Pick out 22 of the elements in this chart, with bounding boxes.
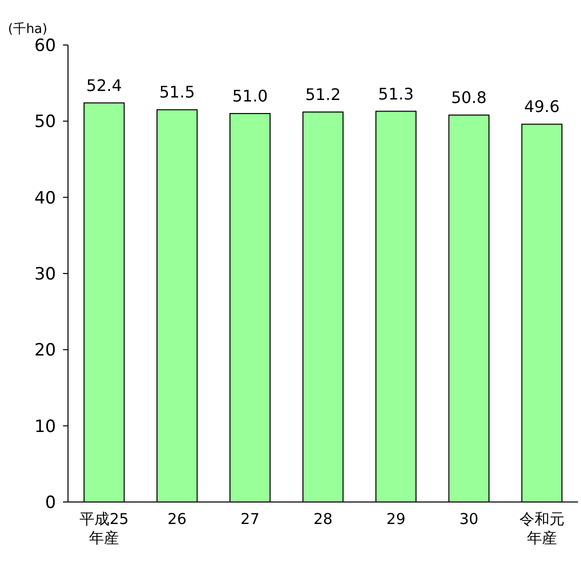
y-tick-label: 50: [34, 112, 56, 132]
y-axis-title: (千ha): [8, 22, 48, 37]
data-label: 52.4: [86, 76, 122, 95]
y-tick-label: 10: [34, 416, 56, 437]
x-tick-label: 26: [168, 510, 187, 528]
data-label: 49.6: [524, 97, 560, 116]
y-tick-label: 20: [34, 340, 56, 361]
data-label: 50.8: [451, 88, 487, 108]
x-tick-label: 29: [386, 510, 406, 528]
data-label: 51.3: [378, 84, 414, 104]
x-tick-label: 30: [459, 510, 478, 528]
data-label: 51.2: [305, 85, 341, 104]
y-tick-label: 0: [45, 492, 56, 513]
x-tick-label: 27: [240, 510, 260, 528]
data-label: 51.5: [159, 82, 195, 102]
y-tick-label: 60: [34, 36, 56, 56]
y-tick-label: 30: [34, 264, 56, 284]
y-tick-label: 40: [34, 188, 56, 208]
data-label: 51.0: [232, 86, 268, 106]
x-tick-label: 令和元年産: [519, 510, 564, 547]
x-tick-label: 平成25年産: [80, 510, 129, 547]
x-tick-label: 28: [313, 510, 333, 528]
